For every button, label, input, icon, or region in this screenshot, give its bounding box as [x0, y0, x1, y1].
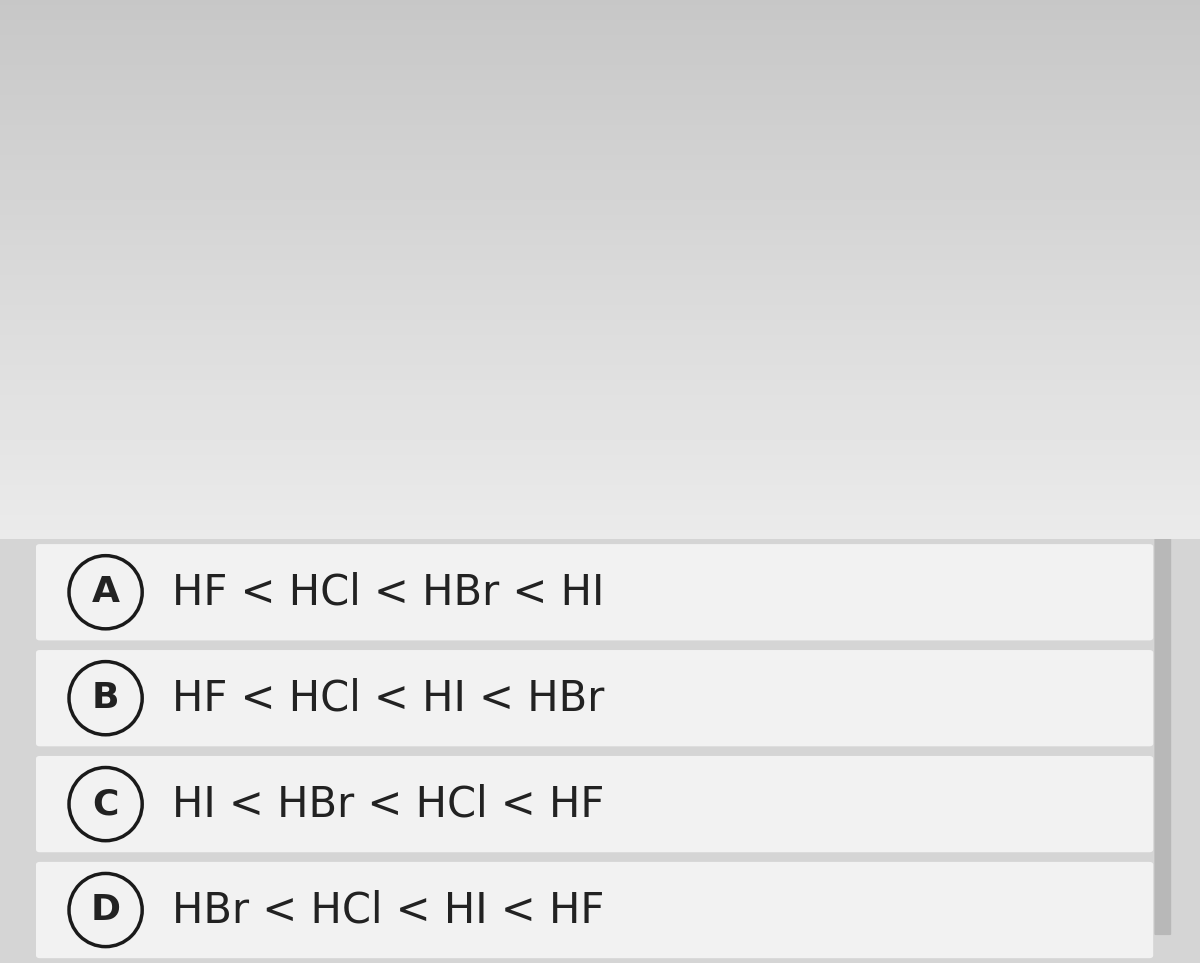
FancyBboxPatch shape — [36, 650, 1153, 746]
Text: HI < HBr < HCl < HF: HI < HBr < HCl < HF — [172, 783, 605, 825]
FancyBboxPatch shape — [36, 862, 1153, 958]
Text: D: D — [91, 893, 120, 927]
Text: HBr < HCl < HI < HF: HBr < HCl < HI < HF — [172, 889, 605, 931]
Text: predict the relative strength of the H-X bond for: predict the relative strength of the H-X… — [40, 172, 1034, 214]
Text: HF < HCl < HI < HBr: HF < HCl < HI < HBr — [172, 677, 605, 719]
FancyBboxPatch shape — [1154, 33, 1171, 102]
Text: HF < HCl < HBr < HI: HF < HCl < HBr < HI — [172, 571, 605, 613]
Text: B: B — [92, 681, 119, 716]
FancyBboxPatch shape — [36, 756, 1153, 852]
FancyBboxPatch shape — [1154, 28, 1171, 935]
FancyBboxPatch shape — [36, 544, 1153, 640]
Text: these four acids. (What is the trend from weakest to: these four acids. (What is the trend fro… — [40, 311, 1128, 352]
Text: Using the reaction enthalpy data provided in Q4,: Using the reaction enthalpy data provide… — [40, 34, 1056, 76]
Text: strongest bond?): strongest bond?) — [40, 449, 392, 491]
Text: C: C — [92, 787, 119, 821]
Text: A: A — [91, 575, 120, 610]
